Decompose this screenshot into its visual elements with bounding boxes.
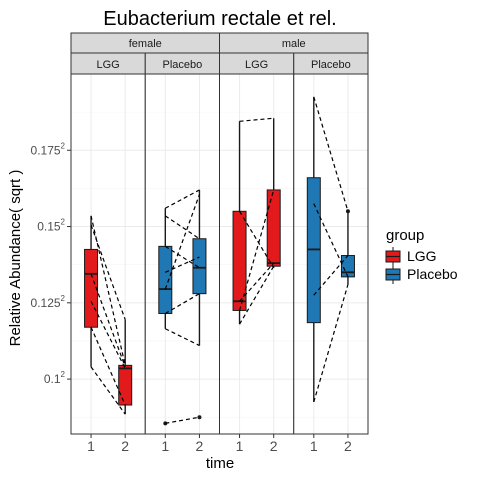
strip-group-label: Placebo <box>311 59 351 71</box>
box-female-lgg-time-2 <box>118 319 133 415</box>
paired-line <box>90 273 126 368</box>
legend-title: group <box>386 227 424 244</box>
paired-line <box>90 366 126 415</box>
box-body <box>266 189 281 267</box>
x-tick-label: 2 <box>121 438 129 454</box>
strip-group-label: Placebo <box>162 59 202 71</box>
paired-line <box>90 215 126 366</box>
panel-female-lgg <box>70 73 146 435</box>
box-male-placebo-time-1 <box>306 96 321 402</box>
strip-group-label: LGG <box>245 59 268 71</box>
panel-male-placebo <box>293 73 369 435</box>
x-tick-label: 2 <box>344 438 352 454</box>
paired-line <box>90 224 126 320</box>
x-tick-label: 1 <box>87 438 95 454</box>
box-body <box>118 364 133 406</box>
paired-line <box>165 328 200 347</box>
paired-line <box>165 416 200 424</box>
panel-background <box>145 74 220 434</box>
strip-label-male: male <box>282 38 306 50</box>
x-axis-title: time <box>206 455 234 472</box>
panel-background <box>71 74 146 434</box>
legend-item-lgg: LGG <box>385 247 437 266</box>
paired-line <box>239 262 275 302</box>
paired-line <box>239 265 275 325</box>
paired-line <box>239 117 274 122</box>
panel-female-placebo <box>144 73 220 435</box>
y-tick-label: 0.12 <box>44 370 66 386</box>
strip-group-label: LGG <box>97 59 120 71</box>
x-tick-label: 1 <box>310 438 318 454</box>
y-axis: 0.12 0.1252 0.152 0.1752 <box>31 141 71 386</box>
paired-line <box>313 255 349 296</box>
x-tick-label: 2 <box>270 438 278 454</box>
facet-strips: female male LGG Placebo LGG Placebo <box>70 32 369 75</box>
paired-line <box>313 284 349 403</box>
legend: group LGG Placebo <box>385 227 458 284</box>
paired-line <box>90 301 126 369</box>
y-tick-label: 0.1752 <box>31 141 66 157</box>
panel-male-lgg <box>219 73 295 435</box>
legend-label: Placebo <box>407 266 458 282</box>
x-tick-label: 2 <box>196 438 204 454</box>
chart-title: Eubacterium rectale et rel. <box>103 8 336 30</box>
legend-label: LGG <box>407 248 437 264</box>
facet-panels <box>70 73 369 435</box>
box-male-lgg-time-1 <box>232 121 247 325</box>
outlier-point <box>345 209 350 214</box>
paired-line <box>239 210 275 269</box>
x-axis: 1 2 1 2 1 2 1 2 <box>87 434 352 454</box>
box-body <box>340 255 355 278</box>
paired-line <box>165 256 200 273</box>
y-tick-label: 0.1252 <box>31 294 66 310</box>
paired-line <box>164 194 201 290</box>
outlier-point <box>197 415 202 420</box>
x-tick-label: 1 <box>161 438 169 454</box>
y-tick-label: 0.152 <box>37 218 65 234</box>
y-axis-title: Relative Abundance( sqrt ) <box>7 170 24 347</box>
panel-background <box>219 74 294 434</box>
panel-border <box>293 73 369 435</box>
legend-item-placebo: Placebo <box>385 265 458 284</box>
box-body <box>84 248 99 328</box>
panel-background <box>293 74 368 434</box>
box-female-placebo-time-2 <box>192 189 207 420</box>
box-body <box>192 238 207 295</box>
paired-line <box>90 326 126 406</box>
box-body <box>158 245 173 314</box>
strip-label-female: female <box>129 38 162 50</box>
paired-line <box>313 96 349 212</box>
x-tick-label: 1 <box>236 438 244 454</box>
legend-items: LGG Placebo <box>385 247 458 284</box>
